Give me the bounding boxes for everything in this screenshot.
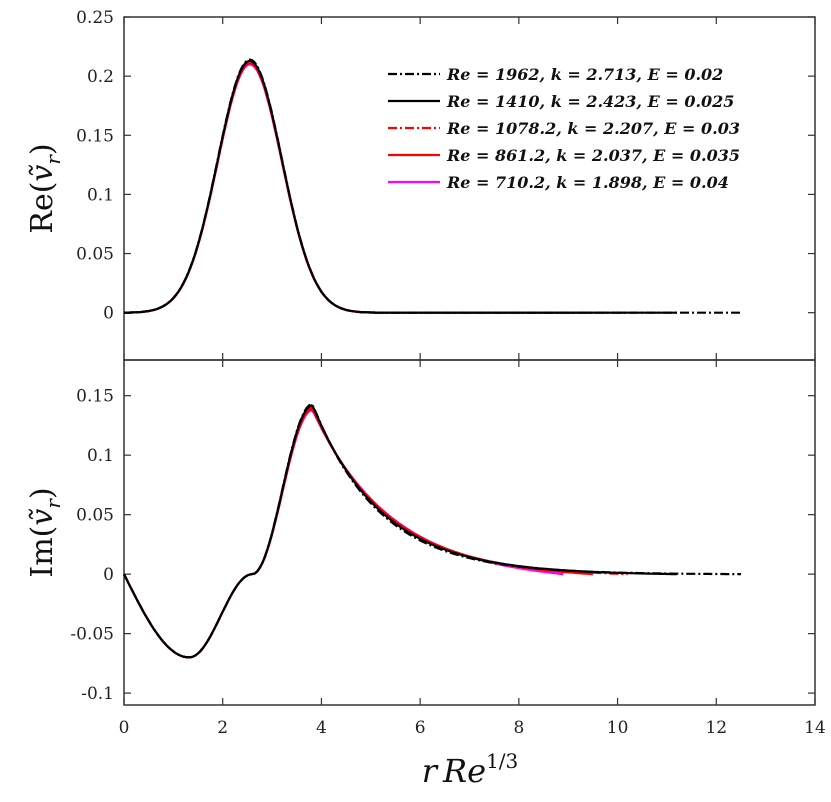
x-tick-label: 0 — [119, 718, 130, 738]
bottom-y-tick-label: 0.15 — [76, 387, 114, 407]
top-series-line-1 — [123, 58, 741, 314]
top-y-axis-label: Re(ṽr) — [25, 143, 65, 233]
bottom-y-tick-label: -0.1 — [81, 684, 114, 704]
x-tick-label: 10 — [607, 718, 629, 738]
legend-label-2: Re = 1410, k = 2.423, E = 0.025 — [446, 92, 734, 111]
bottom-y-tick-label: 0.05 — [76, 506, 114, 526]
bottom-y-tick-label: 0 — [103, 565, 114, 585]
top-y-tick-label: 0.05 — [76, 245, 114, 265]
top-y-tick-label: 0 — [103, 304, 114, 324]
bottom-axes-frame — [123, 359, 816, 706]
x-tick-label: 6 — [415, 718, 426, 738]
bottom-series-line-4 — [123, 407, 593, 659]
x-tick-label: 12 — [705, 718, 727, 738]
top-y-tick-label: 0.1 — [87, 185, 114, 205]
x-axis: 0 2 4 6 8 10 12 14 r Re1/3 — [119, 718, 826, 790]
bottom-panel: 0.15 0.1 0.05 0 -0.05 -0.1 Im(ṽr) — [25, 359, 816, 706]
bottom-y-axis-label: Im(ṽr) — [25, 487, 65, 577]
legend: Re = 1962, k = 2.713, E = 0.02 Re = 1410,… — [388, 65, 740, 192]
legend-label-3: Re = 1078.2, k = 2.207, E = 0.03 — [446, 119, 740, 138]
legend-label-1: Re = 1962, k = 2.713, E = 0.02 — [446, 65, 723, 84]
x-tick-label: 14 — [804, 718, 826, 738]
legend-label-4: Re = 861.2, k = 2.037, E = 0.035 — [446, 146, 740, 165]
bottom-series-line-5 — [123, 409, 564, 659]
x-axis-label: r Re1/3 — [422, 749, 519, 790]
x-tick-label: 8 — [513, 718, 524, 738]
legend-label-5: Re = 710.2, k = 1.898, E = 0.04 — [446, 173, 729, 192]
top-y-tick-label: 0.15 — [76, 126, 114, 146]
bottom-series-line-1 — [123, 403, 741, 659]
bottom-y-tick-label: 0.1 — [87, 446, 114, 466]
top-panel: 0.25 0.2 0.15 0.1 0.05 0 Re(ṽr) — [25, 8, 816, 361]
x-tick-label: 4 — [316, 718, 327, 738]
bottom-y-tick-label: -0.05 — [70, 625, 114, 645]
top-y-tick-label: 0.25 — [76, 8, 114, 28]
x-tick-label: 2 — [217, 718, 228, 738]
bottom-series-line-2 — [123, 404, 677, 659]
bottom-series-line-3 — [123, 406, 628, 659]
top-y-tick-label: 0.2 — [87, 67, 114, 87]
